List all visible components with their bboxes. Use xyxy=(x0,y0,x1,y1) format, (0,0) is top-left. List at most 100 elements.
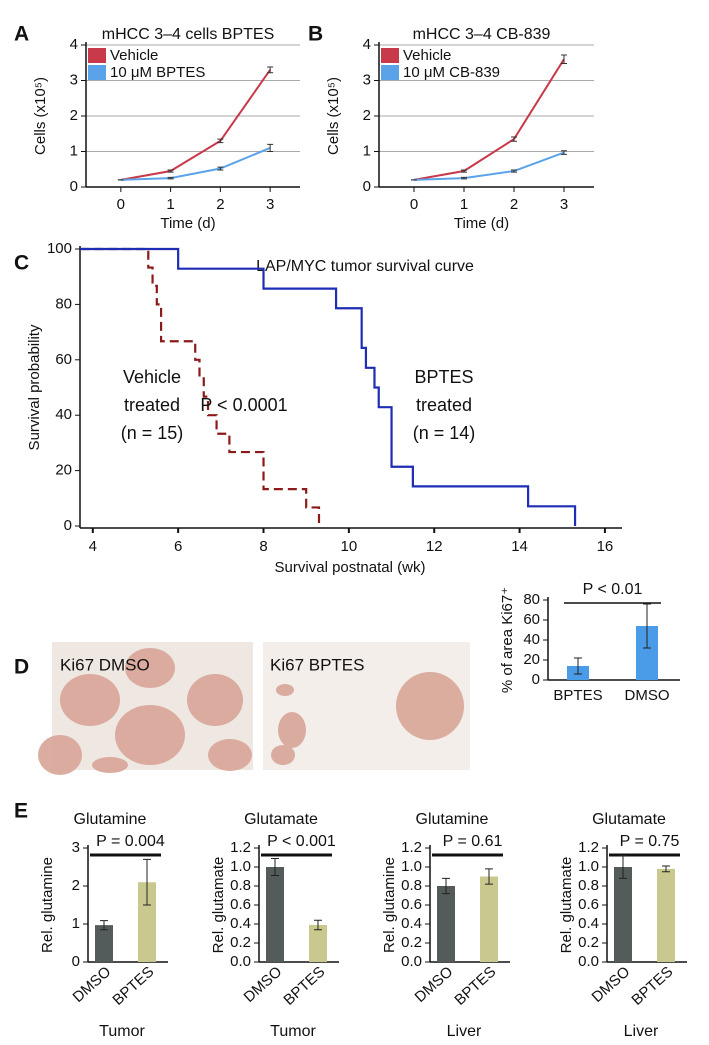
x-tick-label: 0 xyxy=(410,196,418,213)
y-axis-label: Rel. glutamine xyxy=(381,857,398,953)
tissue-blobs xyxy=(271,672,464,765)
y-tick-label: 0.0 xyxy=(230,953,251,970)
image-label: Ki67 BPTES xyxy=(270,655,365,674)
x-axis-label: Survival postnatal (wk) xyxy=(275,559,426,576)
error-bar xyxy=(461,176,467,180)
group-label: Liver xyxy=(624,1023,659,1040)
y-axis-label: Rel. glutamate xyxy=(210,857,227,954)
panel-letter: E xyxy=(14,800,28,823)
image-label: Ki67 DMSO xyxy=(60,655,150,674)
bar xyxy=(138,882,156,962)
annotation: BPTES xyxy=(414,367,473,387)
y-tick-label: 100 xyxy=(47,240,72,257)
y-tick-label: 0.4 xyxy=(230,915,251,932)
error-bar xyxy=(485,868,493,885)
y-tick-label: 20 xyxy=(523,651,540,668)
legend-swatch xyxy=(381,65,399,80)
y-tick-label: 0.4 xyxy=(401,915,422,932)
y-tick-label: 3 xyxy=(363,71,371,88)
y-tick-label: 4 xyxy=(70,36,78,53)
y-axis-label: Rel. glutamate xyxy=(558,857,575,954)
x-tick-label: 3 xyxy=(266,196,274,213)
y-tick-label: 20 xyxy=(55,462,72,479)
p-value: P < 0.01 xyxy=(583,581,643,598)
error-bar xyxy=(271,857,279,877)
p-value: P = 0.61 xyxy=(443,833,503,850)
error-bar xyxy=(217,166,224,171)
y-tick-label: 0.6 xyxy=(230,896,251,913)
x-axis-label: Time (d) xyxy=(454,215,509,232)
y-tick-label: 0.2 xyxy=(401,934,422,951)
x-tick-label: 3 xyxy=(560,196,568,213)
annotation: treated xyxy=(124,395,180,415)
x-tick-label: BPTES xyxy=(628,963,676,1009)
y-tick-label: 2 xyxy=(70,107,78,124)
y-tick-label: 1.0 xyxy=(230,858,251,875)
error-bar xyxy=(167,176,174,180)
series-line xyxy=(413,58,565,181)
y-tick-label: 3 xyxy=(70,71,78,88)
y-tick-label: 0.8 xyxy=(578,877,599,894)
x-tick-label: BPTES xyxy=(553,687,602,704)
group-label: Tumor xyxy=(99,1023,145,1040)
y-tick-label: 80 xyxy=(55,295,72,312)
chart-title: Glutamine xyxy=(74,811,147,828)
x-tick-label: 0 xyxy=(117,196,125,213)
error-bar xyxy=(143,858,151,906)
error-bar xyxy=(561,150,567,155)
y-tick-label: 2 xyxy=(72,877,80,894)
y-tick-label: 0.8 xyxy=(230,877,251,894)
x-tick-label: 1 xyxy=(460,196,468,213)
x-tick-label: 16 xyxy=(597,538,614,555)
y-tick-label: 40 xyxy=(55,406,72,423)
bar xyxy=(614,867,632,962)
y-tick-label: 1.0 xyxy=(401,858,422,875)
y-tick-label: 0.0 xyxy=(578,953,599,970)
error-bar xyxy=(619,855,627,879)
legend-swatch xyxy=(88,65,106,80)
survival-curve xyxy=(80,247,577,526)
error-bar xyxy=(167,169,174,173)
micrograph-dmso xyxy=(38,642,253,775)
group-label: Liver xyxy=(447,1023,482,1040)
error-bar xyxy=(461,169,467,173)
error-bar xyxy=(100,920,108,931)
legend-label: 10 μM CB-839 xyxy=(403,64,500,81)
legend-label: 10 μM BPTES xyxy=(110,64,205,81)
x-tick-label: BPTES xyxy=(109,963,157,1009)
chart-title: mHCC 3–4 cells BPTES xyxy=(102,26,275,43)
y-tick-label: 0.4 xyxy=(578,915,599,932)
y-tick-label: 0.0 xyxy=(401,953,422,970)
y-tick-label: 1.2 xyxy=(578,839,599,856)
y-tick-label: 1.2 xyxy=(230,839,251,856)
y-tick-label: 1 xyxy=(70,142,78,159)
bar xyxy=(266,867,284,962)
annotation: Vehicle xyxy=(123,367,181,387)
x-tick-label: 14 xyxy=(511,538,528,555)
legend-label: Vehicle xyxy=(110,47,158,64)
error-bar xyxy=(314,919,322,931)
y-tick-label: 1 xyxy=(363,142,371,159)
x-tick-label: 6 xyxy=(174,538,182,555)
x-tick-label: 10 xyxy=(341,538,358,555)
x-tick-label: BPTES xyxy=(280,963,328,1009)
y-tick-label: 60 xyxy=(523,611,540,628)
p-value: P = 0.75 xyxy=(620,833,680,850)
y-tick-label: 0 xyxy=(72,953,80,970)
x-tick-label: 4 xyxy=(89,538,97,555)
p-value: P < 0.001 xyxy=(267,833,336,850)
p-value: P = 0.004 xyxy=(96,833,165,850)
panel-letter: C xyxy=(14,252,29,275)
annotation: treated xyxy=(416,395,472,415)
x-tick-label: 12 xyxy=(426,538,443,555)
bar xyxy=(95,925,113,962)
y-tick-label: 60 xyxy=(55,351,72,368)
x-tick-label: 1 xyxy=(166,196,174,213)
x-tick-label: 2 xyxy=(510,196,518,213)
x-tick-label: 8 xyxy=(259,538,267,555)
x-tick-label: DMSO xyxy=(625,687,670,704)
panel-letter: A xyxy=(14,23,29,46)
y-tick-label: 1.2 xyxy=(401,839,422,856)
tissue-blobs xyxy=(38,648,252,775)
